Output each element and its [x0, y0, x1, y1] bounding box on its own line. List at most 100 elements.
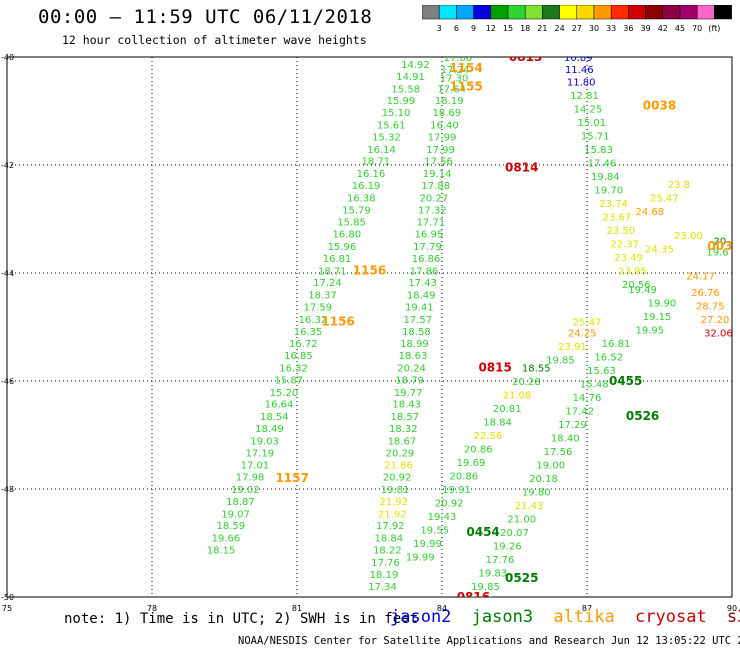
swh-value: 24.68 [636, 207, 665, 218]
colorbar-label: 24 [555, 24, 565, 33]
colorbar-label: 36 [623, 24, 633, 33]
plot-frame [6, 56, 733, 598]
colorbar-label: (ft) [708, 24, 720, 33]
x-tick-label: 84 [437, 604, 447, 613]
colorbar: 3 6 9 12 15 18 21 24 27 30 33 36 39 42 45 70 (ft) [422, 5, 732, 33]
swh-value: 19.85 [471, 582, 500, 593]
swh-value: 21.00 [507, 515, 536, 526]
swh-value: 15.96 [328, 242, 357, 253]
swh-value: 20 [714, 237, 727, 248]
swh-value: 18.17 [464, 596, 493, 607]
swh-value: 18.99 [400, 339, 429, 350]
page-subtitle: 12 hour collection of altimeter wave hei… [62, 33, 367, 47]
swh-value: 26.76 [691, 288, 720, 299]
swh-value: 18.54 [260, 412, 289, 423]
swh-value: 18.84 [375, 534, 404, 545]
swh-value: 23.8 [668, 180, 690, 191]
swh-value: 17.79 [413, 242, 442, 253]
swh-value: 18.84 [483, 418, 512, 429]
colorbar-label: 45 [675, 24, 685, 33]
swh-value: 18.37 [308, 291, 337, 302]
swh-value: 18.71 [318, 266, 347, 277]
legend-altika: altika [553, 607, 615, 627]
swh-value: 19.69 [457, 458, 486, 469]
swh-value: 15.32 [372, 132, 401, 143]
swh-value: 21.92 [378, 509, 407, 520]
pass-time-label: 0813 [509, 50, 542, 64]
colorbar-label: 33 [606, 24, 616, 33]
swh-value: 25.47 [650, 193, 679, 204]
swh-value: 18.71 [361, 157, 390, 168]
swh-value: 17.71 [417, 218, 446, 229]
swh-value: 15.61 [377, 121, 406, 132]
swh-value: 15.01 [578, 118, 607, 129]
swh-value: 20.86 [464, 445, 493, 456]
swh-value: 15.63 [587, 366, 616, 377]
swh-value: 17.30 [440, 74, 469, 85]
pass-time-label: 0815 [478, 361, 511, 375]
swh-value: 20.29 [386, 448, 415, 459]
swh-value: 19.14 [423, 169, 452, 180]
swh-value: 20.18 [529, 474, 558, 485]
y-tick-label: -44 [1, 269, 14, 278]
swh-value: 16.40 [430, 121, 459, 132]
swh-value: 20.24 [397, 364, 426, 375]
x-tick-label: 90 [727, 604, 737, 613]
swh-value: 14.91 [396, 72, 425, 83]
colorbar-label: 39 [641, 24, 651, 33]
swh-value: 17.57 [404, 315, 433, 326]
swh-value: 19.55 [420, 526, 449, 537]
swh-value: 17.56 [544, 447, 573, 458]
x-tick-label: 87 [582, 604, 592, 613]
swh-value: 19.07 [221, 509, 250, 520]
swh-value: 15.20 [270, 388, 299, 399]
pass-time-label: 1154 [449, 61, 482, 75]
swh-value: 19.26 [493, 542, 522, 553]
pass-time-label: 1155 [449, 80, 482, 94]
x-tick-label: 81 [292, 604, 302, 613]
colorbar-label: 15 [503, 24, 513, 33]
pass-time-label: 1157 [275, 471, 308, 485]
swh-value: 18.40 [551, 434, 580, 445]
swh-value: 19.02 [231, 485, 260, 496]
swh-value: 18.58 [402, 327, 431, 338]
legend-cryosat: cryosat [635, 607, 707, 627]
swh-value: 21.43 [515, 501, 544, 512]
swh-value: 17.56 [424, 157, 453, 168]
swh-value: 19.84 [591, 172, 620, 183]
swh-value: 17.24 [441, 65, 470, 76]
swh-value: 18.67 [388, 436, 417, 447]
swh-value: 19.95 [636, 326, 665, 337]
swh-value: 20.81 [493, 404, 522, 415]
swh-value: 17.88 [421, 181, 450, 192]
swh-value: 23.74 [599, 199, 628, 210]
swh-value: 16.64 [265, 400, 294, 411]
swh-value: 18.59 [216, 521, 245, 532]
swh-value: 20.27 [419, 193, 448, 204]
swh-value: 16.32 [299, 315, 328, 326]
swh-value: 23.67 [603, 212, 632, 223]
swh-value: 19.91 [442, 485, 471, 496]
swh-value: 19.66 [212, 534, 241, 545]
swh-value: 28.75 [696, 301, 725, 312]
swh-value: 19.49 [628, 285, 657, 296]
swh-value: 19.70 [594, 185, 623, 196]
pass-time-label: 0038 [643, 99, 676, 113]
credit-line: NOAA/NESDIS Center for Satellite Applica… [238, 635, 740, 647]
swh-value: 16.32 [279, 364, 308, 375]
swh-value: 17.59 [303, 302, 332, 313]
pass-time-label: 0816 [457, 590, 490, 604]
colorbar-label: 30 [589, 24, 599, 33]
pass-time-label: 003 [707, 239, 732, 253]
swh-value: 19.80 [522, 488, 551, 499]
swh-value: 16.14 [367, 145, 396, 156]
x-tick-label: 75 [2, 604, 12, 613]
swh-value: 14.25 [574, 104, 603, 115]
swh-value: 18.49 [407, 291, 436, 302]
swh-value: 15.71 [581, 131, 610, 142]
swh-value: 18.87 [226, 497, 255, 508]
pass-time-label: 0526 [626, 409, 659, 423]
swh-value: 17.76 [486, 555, 515, 566]
colorbar-label: 18 [520, 24, 530, 33]
